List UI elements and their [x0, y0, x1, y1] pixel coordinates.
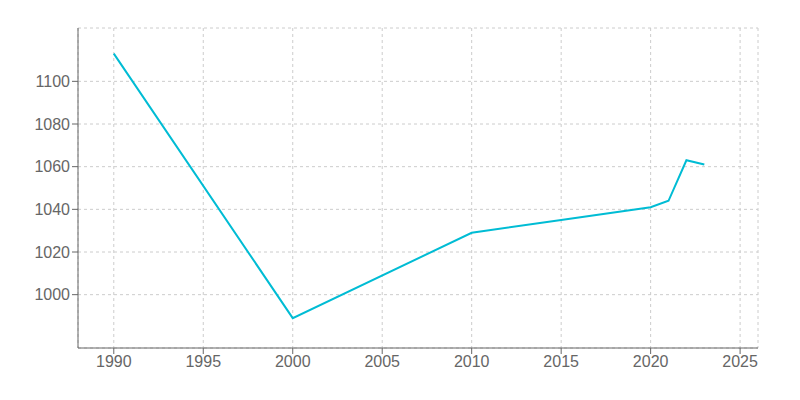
svg-text:1080: 1080 [34, 116, 70, 133]
svg-text:1990: 1990 [96, 353, 132, 370]
svg-text:1040: 1040 [34, 201, 70, 218]
svg-text:1020: 1020 [34, 244, 70, 261]
svg-text:2005: 2005 [364, 353, 400, 370]
svg-text:2025: 2025 [722, 353, 758, 370]
svg-text:2015: 2015 [543, 353, 579, 370]
svg-text:1000: 1000 [34, 286, 70, 303]
svg-text:1060: 1060 [34, 158, 70, 175]
svg-text:2010: 2010 [454, 353, 490, 370]
svg-text:1995: 1995 [185, 353, 221, 370]
svg-text:1100: 1100 [36, 73, 71, 90]
svg-text:2000: 2000 [275, 353, 311, 370]
svg-text:2020: 2020 [633, 353, 669, 370]
